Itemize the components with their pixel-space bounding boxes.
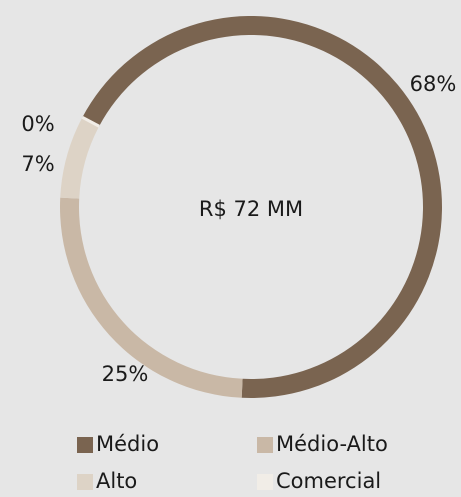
data-label: 7% (21, 152, 54, 176)
legend-swatch (77, 474, 93, 490)
data-label: 0% (21, 112, 54, 136)
legend-swatch (257, 437, 273, 453)
donut-slice (81, 116, 100, 128)
center-label: R$ 72 MM (199, 197, 303, 221)
legend-label: Médio-Alto (276, 432, 388, 456)
data-label: 68% (410, 72, 457, 96)
legend-swatch (77, 437, 93, 453)
legend-label: Alto (96, 469, 137, 493)
legend-swatch (257, 474, 273, 490)
legend-label: Comercial (276, 469, 381, 493)
data-label: 25% (102, 362, 149, 386)
donut-slice (59, 197, 243, 398)
legend-label: Médio (96, 432, 159, 456)
donut-slice (60, 117, 100, 199)
